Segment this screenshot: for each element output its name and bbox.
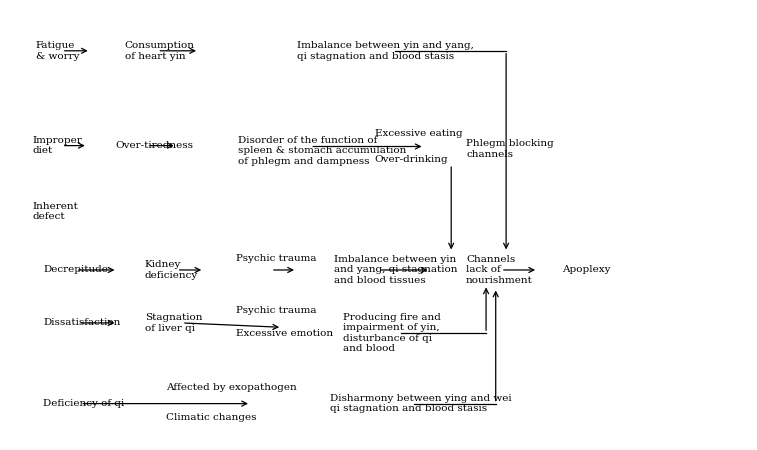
Text: Psychic trauma: Psychic trauma [236,306,316,315]
Text: Affected by exopathogen: Affected by exopathogen [166,383,296,392]
Text: Apoplexy: Apoplexy [562,266,611,274]
Text: Consumption
of heart yin: Consumption of heart yin [125,41,195,60]
Text: Deficiency of qi: Deficiency of qi [43,399,124,408]
Text: Excessive emotion: Excessive emotion [236,329,333,338]
Text: Imbalance between yin and yang,
qi stagnation and blood stasis: Imbalance between yin and yang, qi stagn… [297,41,474,60]
Text: Stagnation
of liver qi: Stagnation of liver qi [145,313,202,333]
Text: Imbalance between yin
and yang, qi stagnation
and blood tissues: Imbalance between yin and yang, qi stagn… [334,255,457,285]
Text: Excessive eating: Excessive eating [375,129,463,138]
Text: Dissatisfaction: Dissatisfaction [43,319,120,328]
Text: Over-drinking: Over-drinking [375,155,448,164]
Text: Psychic trauma: Psychic trauma [236,254,316,263]
Text: Fatigue
& worry: Fatigue & worry [36,41,79,60]
Text: Decrepitude: Decrepitude [43,266,108,274]
Text: Climatic changes: Climatic changes [166,413,256,422]
Text: Phlegm blocking
channels: Phlegm blocking channels [466,140,554,159]
Text: Disharmony between ying and wei
qi stagnation and blood stasis: Disharmony between ying and wei qi stagn… [330,394,512,413]
Text: Over-tiredness: Over-tiredness [115,141,193,150]
Text: Kidney
deficiency: Kidney deficiency [145,260,198,280]
Text: Producing fire and
impairment of yin,
disturbance of qi
and blood: Producing fire and impairment of yin, di… [343,313,441,353]
Text: Channels
lack of
nourishment: Channels lack of nourishment [466,255,533,285]
Text: Improper
diet: Improper diet [32,136,82,155]
Text: Disorder of the function of
spleen & stomach accumulation
of phlegm and dampness: Disorder of the function of spleen & sto… [238,136,406,166]
Text: Inherent
defect: Inherent defect [32,202,78,221]
